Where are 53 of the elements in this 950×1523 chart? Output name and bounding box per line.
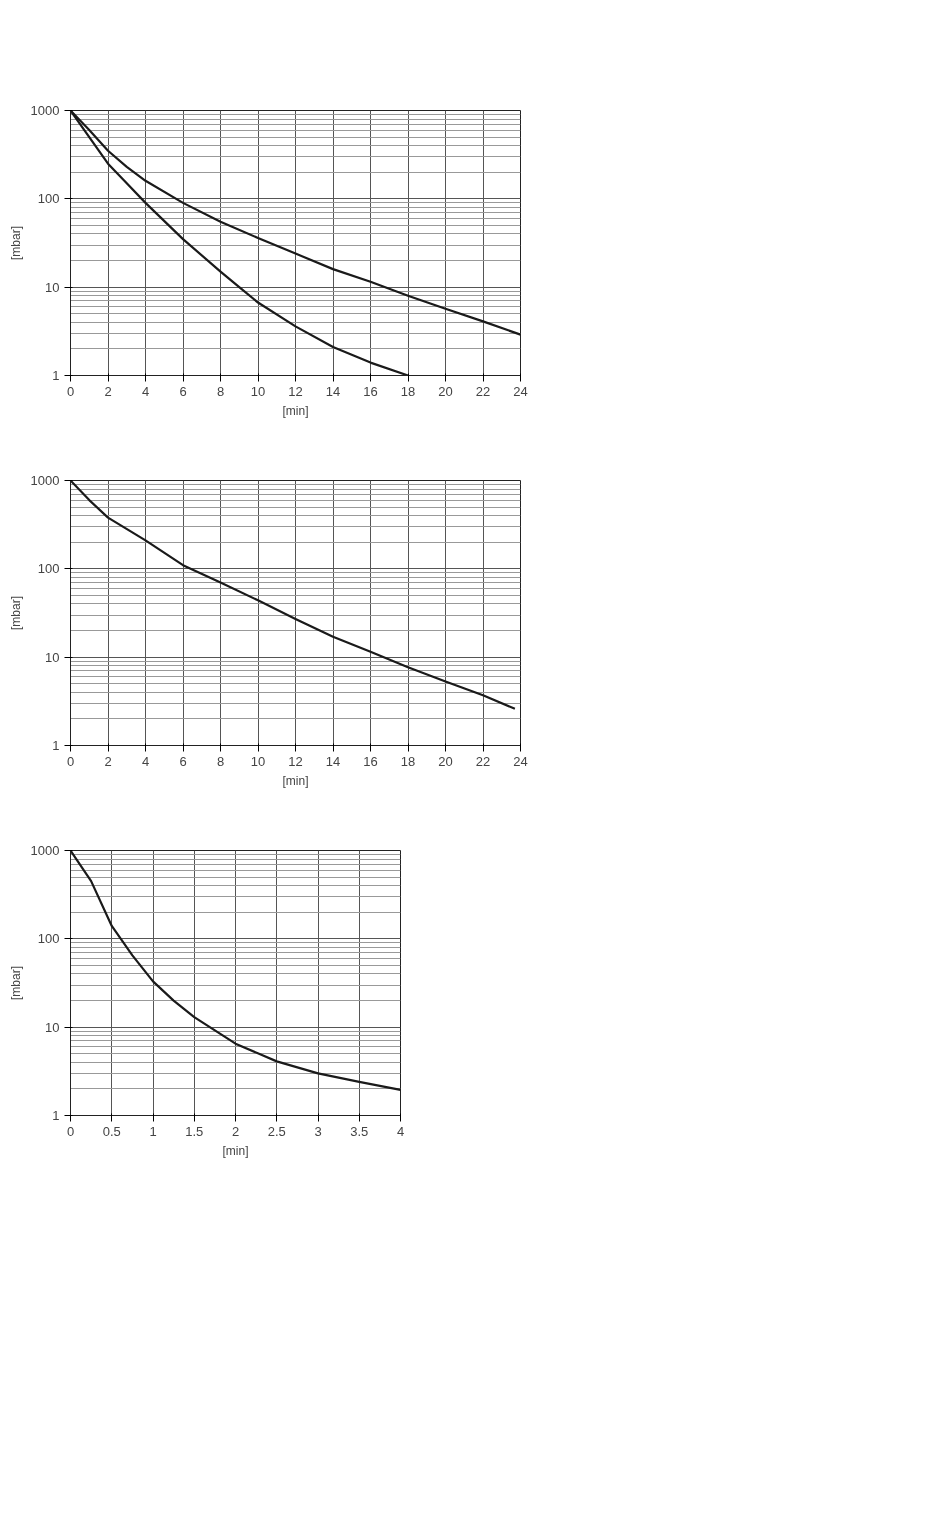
x-tick-label: 10	[250, 383, 266, 399]
x-tick-label: 12	[288, 383, 303, 399]
x-tick-label: 12	[288, 753, 303, 769]
x-tick-label: 18	[400, 383, 416, 399]
y-tick-label: 10	[45, 1019, 60, 1035]
x-tick-label: 22	[475, 753, 491, 769]
x-tick-label: 18	[400, 753, 416, 769]
x-tick-label: 16	[363, 753, 378, 769]
x-tick-label: 4	[141, 753, 150, 769]
x-axis-title: [min]	[282, 773, 309, 788]
x-tick-label: 1.5	[185, 1123, 204, 1139]
x-tick-label: 2.5	[267, 1123, 286, 1139]
x-tick-label: 4	[396, 1123, 405, 1139]
y-tick-label: 1	[52, 738, 60, 753]
x-tick-label: 4	[141, 383, 150, 399]
x-tick-label: 10	[250, 753, 266, 769]
y-tick-label: 1	[52, 1108, 60, 1123]
x-tick-label: 6	[179, 383, 187, 399]
x-tick-label: 3	[314, 1123, 322, 1139]
x-tick-label: 8	[216, 383, 225, 399]
x-tick-label: 2	[231, 1123, 240, 1139]
y-tick-label: 1000	[30, 103, 60, 118]
y-tick-label: 100	[37, 561, 60, 577]
y-tick-label: 10	[45, 279, 60, 295]
x-tick-label: 0.5	[102, 1123, 121, 1139]
x-tick-label: 2	[104, 753, 112, 769]
y-tick-label: 1000	[30, 843, 60, 858]
x-tick-label: 3.5	[350, 1123, 369, 1139]
x-tick-label: 8	[216, 753, 225, 769]
x-tick-label: 6	[179, 753, 187, 769]
y-tick-label: 1	[52, 368, 60, 383]
y-axis-title: [mbar]	[8, 225, 23, 260]
y-tick-label: 100	[37, 191, 60, 207]
y-tick-label: 10	[45, 649, 60, 665]
x-tick-label: 0	[66, 1123, 75, 1139]
x-tick-label: 14	[325, 383, 341, 399]
y-tick-label: 1000	[30, 473, 60, 488]
x-tick-label: 16	[363, 383, 378, 399]
x-tick-label: 22	[475, 383, 491, 399]
x-tick-label: 24	[513, 753, 528, 769]
x-tick-label: 20	[438, 383, 453, 399]
y-axis-title: [mbar]	[8, 595, 23, 630]
x-tick-label: 24	[513, 383, 528, 399]
x-axis-title: [min]	[222, 1143, 249, 1158]
x-axis-title: [min]	[282, 403, 309, 418]
x-tick-label: 0	[66, 383, 75, 399]
x-tick-label: 1	[149, 1123, 157, 1139]
x-tick-label: 20	[438, 753, 453, 769]
y-tick-label: 100	[37, 931, 60, 947]
x-tick-label: 14	[325, 753, 341, 769]
x-tick-label: 0	[66, 753, 75, 769]
x-tick-label: 2	[104, 383, 112, 399]
y-axis-title: [mbar]	[8, 965, 23, 1000]
